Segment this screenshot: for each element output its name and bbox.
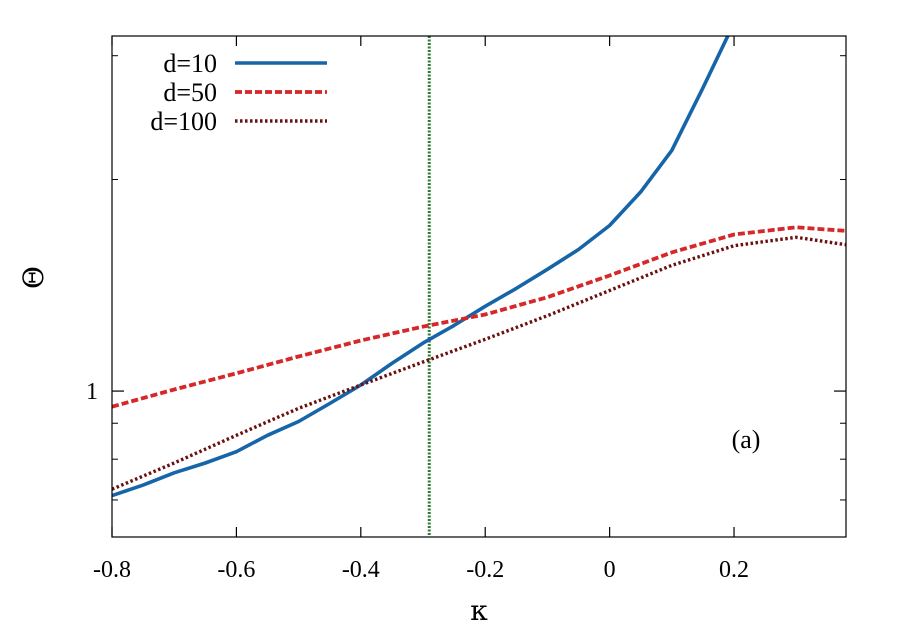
legend-label: d=100 bbox=[150, 107, 217, 136]
panel-annotation: (a) bbox=[732, 425, 761, 454]
x-tick-label: 0 bbox=[604, 557, 616, 583]
legend-label: d=50 bbox=[163, 78, 217, 107]
x-tick-label: -0.8 bbox=[93, 557, 131, 583]
legend-label: d=10 bbox=[163, 49, 217, 78]
x-tick-label: -0.6 bbox=[217, 557, 255, 583]
series-line-d100 bbox=[112, 235, 846, 491]
x-axis-label: κ bbox=[470, 594, 488, 627]
series-line-d50 bbox=[112, 225, 846, 409]
y-axis-label: Θ bbox=[17, 266, 50, 289]
y-tick-label: 1 bbox=[86, 379, 98, 405]
series-line-d10 bbox=[112, 36, 730, 498]
plot-frame bbox=[111, 35, 847, 538]
x-tick-label: -0.2 bbox=[466, 557, 504, 583]
legend: d=10d=50d=100 bbox=[150, 49, 327, 136]
x-tick-label: -0.4 bbox=[342, 557, 380, 583]
x-tick-label: 0.2 bbox=[719, 557, 749, 583]
axes: -0.8 -0.6 -0.4 -0.2 0 0.2 1 bbox=[86, 36, 846, 583]
plot-area bbox=[112, 36, 846, 537]
